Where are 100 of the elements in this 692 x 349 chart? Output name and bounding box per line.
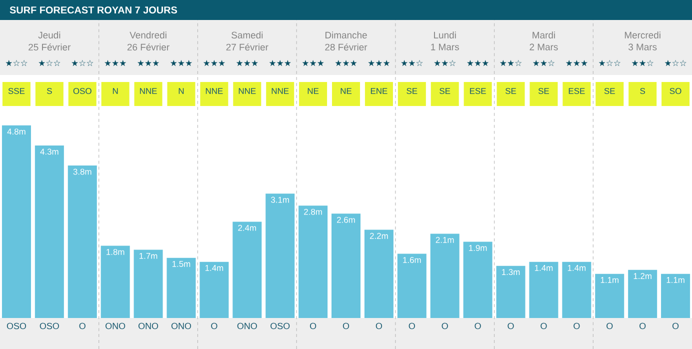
text: Dimanche [325,32,367,38]
x-tick-label: O [376,322,382,330]
text: NNE [272,88,289,94]
text: Samedi [232,32,263,38]
text: SE [604,88,615,94]
text: ★★★ [269,60,291,66]
text: 27 Février [226,43,268,51]
bar [332,214,361,318]
text: NE [340,88,352,94]
data-label: 1.1m [666,277,684,283]
data-label: 1.1m [600,277,618,283]
text: ★★★ [335,60,357,66]
x-tick-label: O [508,322,514,330]
x-tick-label: ONO [237,322,257,330]
data-label: 2.2m [370,232,388,239]
data-label: 1.5m [172,261,190,267]
text: NNE [238,88,256,94]
text: NE [308,88,319,94]
data-label: 4.3m [40,148,58,155]
text: ★★★ [137,60,160,66]
bar [100,246,130,318]
data-label: 2.1m [436,236,454,243]
text: 3 Mars [628,44,657,50]
x-tick-label: ONO [171,322,192,330]
text: ENE [370,88,388,94]
bar [562,262,592,318]
data-label: 1.6m [403,256,421,263]
x-tick-label: OSO [270,322,290,330]
text: NNE [206,88,223,94]
data-label: 1.4m [568,265,586,271]
bar [200,262,229,318]
text: ★★☆ [632,60,654,66]
text: ★★★ [566,60,588,66]
x-tick-label: ONO [106,322,126,330]
bar [463,242,492,318]
x-tick-label: OSO [40,322,59,330]
text: ★★☆ [532,60,555,66]
x-tick-label: O [408,322,415,330]
bar [166,258,196,318]
chart-title: SURF FORECAST ROYAN 7 JOURS [10,6,178,14]
bar [628,270,658,318]
data-label: 2.6m [337,216,355,223]
text: ★★☆ [401,60,423,66]
text: SE [506,88,516,94]
text: NNE [140,88,157,94]
text: ★☆☆ [6,60,28,66]
text: ★★★ [236,60,258,66]
text: Mercredi [624,32,660,38]
text: ★★☆ [434,60,456,66]
text: 25 Février [28,43,71,51]
bar [298,206,328,318]
text: Mardi [532,32,555,38]
text: OSO [73,88,92,94]
text: Jeudi [38,32,60,38]
x-tick-label: OSO [6,322,26,330]
text: SE [406,88,418,94]
text: N [112,88,118,94]
data-label: 1.9m [469,244,487,251]
text: ★☆☆ [72,60,94,66]
bar [496,266,526,318]
bar [661,274,690,318]
text: ★★★ [466,60,489,66]
data-label: 1.3m [502,269,520,276]
text: 2 Mars [530,44,558,50]
x-tick-label: O [474,322,481,330]
text: ★★★ [302,60,324,66]
data-label: 1.8m [106,248,124,255]
data-label: 1.2m [634,273,652,279]
text: N [178,88,184,94]
bar [364,230,394,318]
text: ★☆☆ [38,60,60,66]
bar [529,262,558,318]
text: ★★★ [203,60,226,66]
text: ★☆☆ [664,60,686,66]
text: SSE [8,88,25,94]
bar [34,145,64,318]
text: SO [670,88,682,94]
x-tick-label: O [342,322,350,330]
text: S [46,88,52,94]
x-tick-label: O [310,322,316,330]
x-tick-label: O [606,322,613,330]
data-label: 2.8m [304,208,322,215]
text: S [640,88,646,94]
x-tick-label: O [442,322,448,330]
text: ★★☆ [500,60,522,66]
x-tick-label: O [211,322,218,330]
bar [266,194,295,318]
data-label: 3.8m [73,168,92,175]
data-label: 1.4m [534,265,553,271]
text: ESE [568,88,585,94]
text: 28 Février [325,43,368,51]
text: 1 Mars [431,44,459,50]
bar [134,250,163,318]
x-tick-label: O [540,322,547,330]
data-label: 1.4m [205,265,224,271]
text: SE [440,88,450,94]
data-label: 3.1m [271,196,289,203]
x-tick-label: O [79,322,86,330]
x-tick-label: O [640,322,646,330]
x-tick-label: O [672,322,679,330]
